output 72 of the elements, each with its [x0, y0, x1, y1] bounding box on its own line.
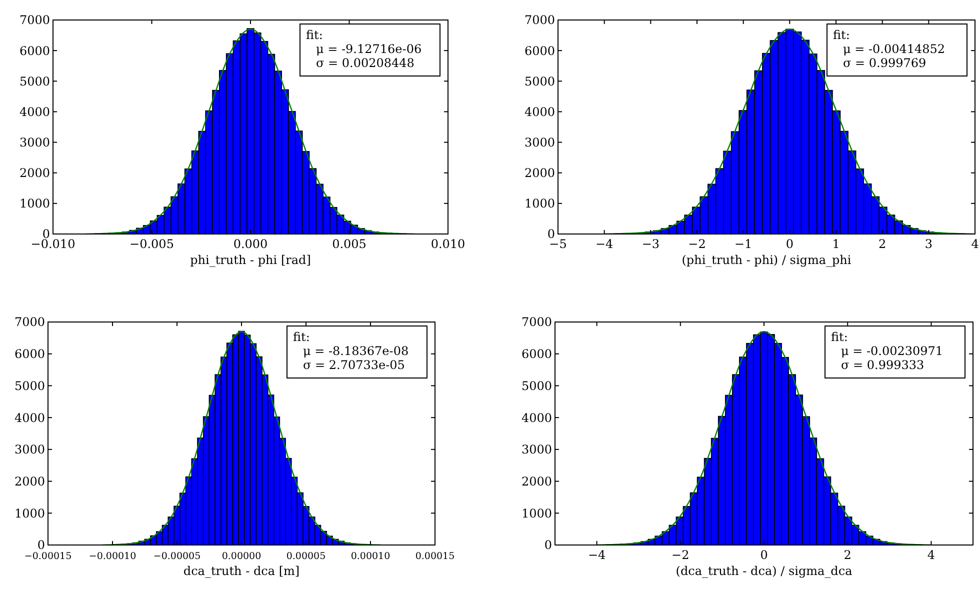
y-tick-label: 3000	[521, 442, 552, 457]
y-tick-label: 3000	[19, 135, 50, 150]
x-tick-label: 0.00010	[350, 551, 390, 562]
y-tick-label: 1000	[19, 196, 50, 211]
y-tick-label: 7000	[524, 13, 555, 28]
annotation: fit:	[293, 330, 310, 344]
annotation: μ = -8.18367e-08	[303, 344, 409, 358]
x-tick-label: 1	[832, 237, 840, 251]
x-axis-title: (dca_truth - dca) / sigma_dca	[676, 564, 852, 578]
y-tick-label: 0	[544, 538, 552, 552]
y-tick-label: 6000	[521, 347, 552, 362]
y-tick-label: 3000	[14, 442, 45, 457]
annotation: fit:	[306, 28, 323, 42]
y-tick-label: 1000	[14, 506, 45, 520]
x-tick-label: −0.010	[30, 237, 76, 251]
x-axis-title: (phi_truth - phi) / sigma_phi	[682, 253, 852, 267]
x-tick-label: −4	[595, 237, 614, 251]
y-tick-label: 6000	[524, 44, 555, 58]
x-tick-label: 0.00000	[222, 551, 262, 562]
y-tick-label: 7000	[19, 13, 50, 28]
x-axis-title: dca_truth - dca [m]	[183, 564, 300, 578]
y-tick-label: 4000	[524, 104, 555, 119]
x-tick-label: −2	[672, 548, 690, 562]
y-tick-label: 1000	[521, 506, 552, 520]
y-tick-label: 2000	[19, 166, 50, 180]
x-tick-label: −1	[734, 237, 752, 251]
y-tick-label: 6000	[19, 44, 50, 58]
annotation: μ = -0.00230971	[841, 344, 944, 358]
x-tick-label: −0.00005	[153, 551, 201, 562]
x-tick-label: 0.00005	[286, 551, 326, 562]
y-tick-label: 7000	[14, 315, 45, 330]
annotation: fit:	[833, 28, 850, 42]
annotation: σ = 0.999333	[841, 358, 924, 372]
x-tick-label: 2	[844, 548, 852, 562]
y-tick-label: 5000	[14, 378, 45, 393]
y-tick-label: 6000	[14, 347, 45, 362]
x-axis-title: phi_truth - phi [rad]	[190, 253, 311, 267]
y-tick-label: 0	[37, 538, 45, 552]
annotation: μ = -0.00414852	[843, 42, 946, 56]
y-tick-label: 7000	[521, 315, 552, 330]
x-tick-label: 0.00015	[415, 551, 455, 562]
y-tick-label: 4000	[521, 410, 552, 425]
x-tick-label: 0.010	[430, 237, 466, 251]
y-tick-label: 2000	[521, 474, 552, 488]
x-tick-label: −0.005	[130, 237, 174, 251]
x-tick-label: −4	[588, 548, 606, 562]
x-tick-label: 2	[878, 237, 886, 251]
x-tick-label: 3	[924, 237, 932, 251]
y-tick-label: 5000	[521, 378, 552, 393]
x-tick-label: −3	[642, 237, 660, 251]
annotation: σ = 2.70733e-05	[303, 358, 405, 372]
y-tick-label: 2000	[14, 474, 45, 488]
x-tick-label: 0.000	[233, 237, 268, 251]
x-tick-label: 4	[927, 548, 936, 562]
x-tick-label: 4	[971, 237, 980, 251]
y-tick-label: 5000	[19, 74, 50, 88]
x-tick-label: 0	[786, 237, 794, 251]
y-tick-label: 3000	[524, 135, 555, 150]
y-tick-label: 4000	[14, 410, 45, 425]
y-tick-label: 2000	[524, 166, 555, 180]
x-tick-label: −2	[688, 237, 706, 251]
x-tick-label: 0.005	[332, 237, 366, 251]
y-tick-label: 4000	[19, 104, 50, 119]
y-tick-label: 1000	[524, 196, 555, 211]
annotation: fit:	[831, 330, 848, 344]
x-tick-label: 0	[760, 548, 768, 562]
y-tick-label: 5000	[524, 74, 555, 88]
annotation: σ = 0.00208448	[316, 56, 414, 70]
x-tick-label: −0.00015	[24, 551, 72, 562]
x-tick-label: −0.00010	[88, 551, 136, 562]
annotation: μ = -9.12716e-06	[316, 42, 422, 56]
annotation: σ = 0.999769	[843, 56, 926, 70]
